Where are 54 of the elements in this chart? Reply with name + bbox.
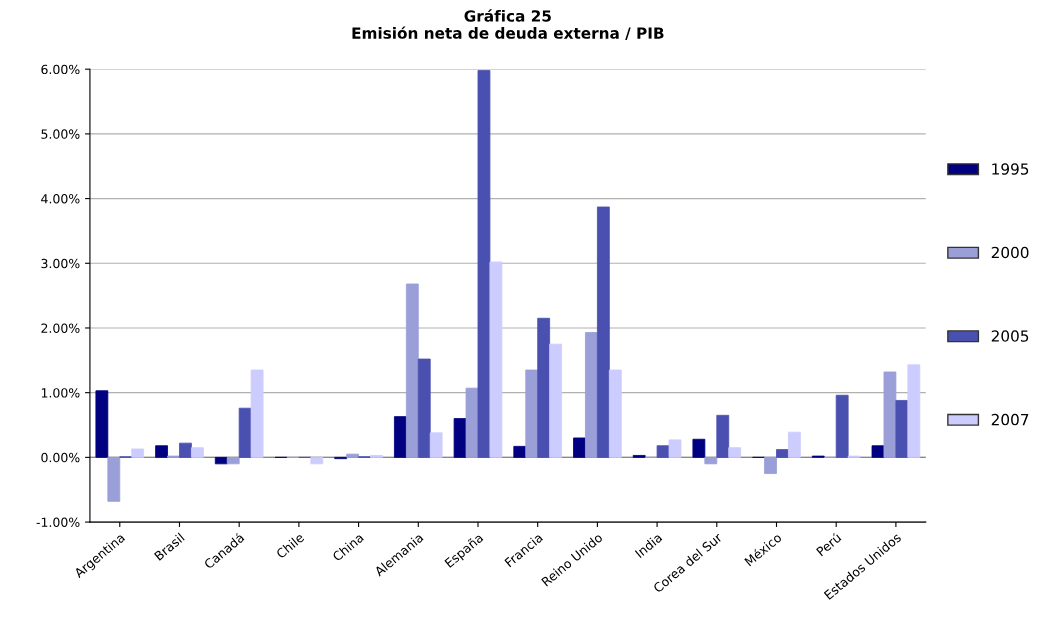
bar <box>871 445 885 458</box>
bar <box>214 456 228 465</box>
bar <box>549 343 562 458</box>
bar <box>585 332 598 458</box>
bar <box>596 206 610 458</box>
bar <box>453 418 467 458</box>
bar <box>656 445 670 458</box>
y-tick-label: 2.00% <box>41 323 80 333</box>
bar <box>776 449 789 458</box>
y-tick-label: 6.00% <box>41 64 80 75</box>
bar <box>668 439 682 458</box>
bar <box>883 371 897 458</box>
bar <box>788 431 801 458</box>
bar <box>764 456 777 474</box>
bar <box>895 400 909 458</box>
bar <box>346 453 360 458</box>
bar <box>716 414 730 458</box>
bar <box>107 456 121 502</box>
bar <box>310 456 324 465</box>
y-tick-label: 0.00% <box>41 452 80 463</box>
bar <box>728 447 742 458</box>
bar <box>417 358 431 458</box>
bar <box>95 390 109 458</box>
legend-label: 2000 <box>991 246 1029 259</box>
bar <box>405 283 419 458</box>
bar <box>608 369 622 458</box>
legend-label: 2005 <box>991 330 1029 342</box>
bar <box>704 456 718 465</box>
chart-title: Gráfica 25 Emisión neta de deuda externa / PIB <box>352 9 664 41</box>
bar <box>513 445 527 458</box>
bar <box>525 369 539 458</box>
y-tick-label: 1.00% <box>41 388 80 398</box>
bar <box>465 387 479 458</box>
legend-label: 2007 <box>991 413 1029 426</box>
bar <box>907 364 921 458</box>
bar <box>477 70 491 458</box>
y-tick-label: 3.00% <box>41 258 80 269</box>
bar <box>131 448 145 458</box>
bar <box>191 447 204 458</box>
y-tick-label: 5.00% <box>41 129 80 139</box>
bar <box>489 261 503 458</box>
legend-label: 1995 <box>992 163 1029 175</box>
bar <box>393 416 407 458</box>
bar <box>226 456 240 465</box>
bar <box>250 369 264 458</box>
bar <box>573 437 586 458</box>
y-tick-label: -1.00% <box>36 517 80 527</box>
bar <box>429 432 443 458</box>
bar <box>835 394 849 458</box>
bar <box>179 442 192 458</box>
bar <box>537 317 551 458</box>
bar <box>692 438 706 458</box>
bar <box>155 445 168 458</box>
y-tick-label: 4.00% <box>41 194 80 204</box>
